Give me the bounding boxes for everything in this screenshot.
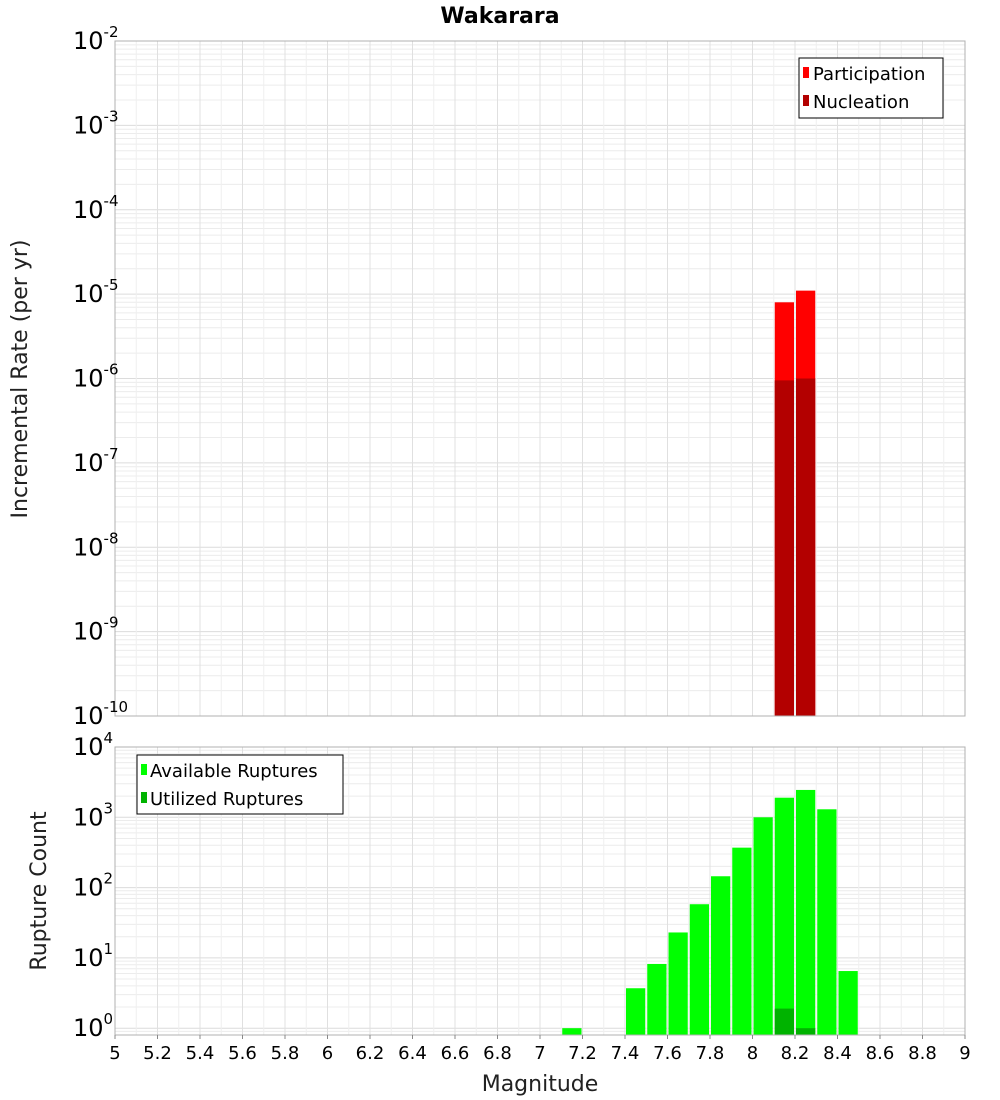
y-tick-label: 10-7 xyxy=(73,445,119,477)
x-tick-label: 6 xyxy=(322,1043,333,1064)
top-y-ticks: 10-10 10-9 10-8 10-7 10-6 10-5 10-4 10-3 10-2 xyxy=(73,23,128,730)
bar-nucleation xyxy=(796,378,816,716)
bar-available-ruptures xyxy=(732,847,752,1035)
y-tick-label: 10-2 xyxy=(73,23,119,55)
legend-swatch-nucleation xyxy=(803,95,809,106)
legend-swatch-participation xyxy=(803,67,809,78)
y-tick-label: 101 xyxy=(73,940,113,972)
legend-label-participation: Participation xyxy=(813,64,925,85)
chart-title: Wakarara xyxy=(440,4,559,29)
x-tick-label: 5.2 xyxy=(143,1043,172,1064)
legend-label-available-ruptures: Available Ruptures xyxy=(150,761,318,782)
bottom-y-ticks: 100 101 102 103 104 xyxy=(73,729,113,1042)
bar-available-ruptures xyxy=(647,963,667,1035)
bar-available-ruptures xyxy=(774,797,794,1035)
bottom-x-ticks: 5 5.2 5.4 5.6 5.8 6 6.2 6.4 6.6 6.8 7 7.2 7.4 7.6 7.8 8… xyxy=(109,1035,971,1064)
y-tick-label: 10-5 xyxy=(73,276,119,308)
x-tick-label: 8.2 xyxy=(781,1043,810,1064)
y-tick-label: 10-3 xyxy=(73,107,119,139)
y-tick-label: 10-6 xyxy=(73,361,119,393)
bar-available-ruptures xyxy=(796,789,816,1035)
y-tick-label: 103 xyxy=(73,799,113,831)
y-tick-label: 102 xyxy=(73,870,113,902)
top-panel: 10-10 10-9 10-8 10-7 10-6 10-5 10-4 10-3 10-2 In… xyxy=(8,23,966,730)
y-tick-label: 10-9 xyxy=(73,614,119,646)
x-axis-label: Magnitude xyxy=(482,1072,599,1097)
x-tick-label: 7.8 xyxy=(696,1043,725,1064)
y-tick-label: 10-8 xyxy=(73,529,119,561)
x-tick-label: 7.2 xyxy=(568,1043,597,1064)
x-tick-label: 7.6 xyxy=(653,1043,682,1064)
bar-available-ruptures xyxy=(711,876,731,1035)
top-legend: Participation Nucleation xyxy=(798,57,944,119)
y-tick-label: 10-4 xyxy=(73,192,119,224)
bottom-legend-box xyxy=(136,754,344,815)
x-tick-label: 8.6 xyxy=(866,1043,895,1064)
bottom-bars xyxy=(562,789,858,1035)
legend-label-nucleation: Nucleation xyxy=(813,92,909,113)
x-tick-label: 6.6 xyxy=(441,1043,470,1064)
bar-available-ruptures xyxy=(753,817,773,1035)
bar-available-ruptures xyxy=(562,1028,582,1035)
y-tick-label: 104 xyxy=(73,729,113,761)
bottom-legend: Available Ruptures Utilized Ruptures xyxy=(136,754,344,815)
bar-available-ruptures xyxy=(817,809,837,1035)
x-tick-label: 7.4 xyxy=(611,1043,640,1064)
bar-available-ruptures xyxy=(668,932,688,1035)
bar-available-ruptures xyxy=(838,971,858,1035)
legend-swatch-available-ruptures xyxy=(141,764,147,775)
bottom-grid xyxy=(115,747,966,1036)
bottom-panel: 100 101 102 103 104 5 5.2 5.4 5.6 5.8 6 6.2 6.4 6.6 6… xyxy=(27,729,971,1097)
top-grid xyxy=(115,41,966,717)
x-tick-label: 6.8 xyxy=(483,1043,512,1064)
top-bars xyxy=(774,290,816,716)
x-tick-label: 8.4 xyxy=(823,1043,852,1064)
top-plot-border xyxy=(114,40,966,717)
top-legend-box xyxy=(798,57,944,119)
bar-utilized-ruptures xyxy=(796,1028,816,1035)
x-tick-label: 9 xyxy=(959,1043,970,1064)
x-tick-label: 6.4 xyxy=(398,1043,427,1064)
x-tick-label: 5.6 xyxy=(228,1043,257,1064)
bar-nucleation xyxy=(774,380,794,716)
x-tick-label: 8.8 xyxy=(908,1043,937,1064)
x-tick-label: 5.4 xyxy=(186,1043,215,1064)
bar-available-ruptures xyxy=(689,904,709,1035)
bottom-y-axis-label: Rupture Count xyxy=(27,811,52,971)
x-tick-label: 7 xyxy=(534,1043,545,1064)
x-tick-label: 6.2 xyxy=(356,1043,385,1064)
y-tick-label: 100 xyxy=(73,1010,113,1042)
legend-swatch-utilized-ruptures xyxy=(141,792,147,803)
x-tick-label: 5 xyxy=(109,1043,120,1064)
bar-utilized-ruptures xyxy=(774,1008,794,1035)
top-y-axis-label: Incremental Rate (per yr) xyxy=(8,240,33,519)
x-tick-label: 8 xyxy=(747,1043,758,1064)
bar-available-ruptures xyxy=(626,988,646,1035)
x-tick-label: 5.8 xyxy=(271,1043,300,1064)
legend-label-utilized-ruptures: Utilized Ruptures xyxy=(150,789,303,810)
y-tick-label: 10-10 xyxy=(73,698,128,730)
